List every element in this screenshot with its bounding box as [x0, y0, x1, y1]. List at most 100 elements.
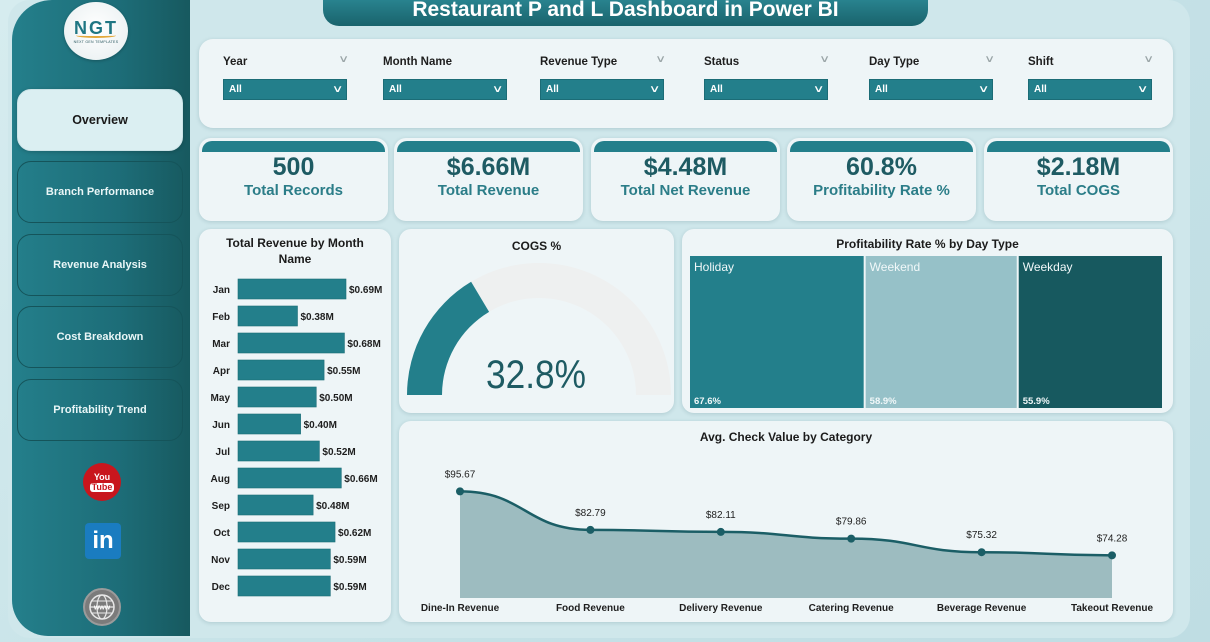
treemap-value-label: 67.6%	[694, 396, 721, 407]
bar-mar[interactable]	[237, 332, 345, 354]
data-point[interactable]	[977, 548, 986, 557]
bar-dec[interactable]	[237, 575, 331, 597]
nav-overview-button[interactable]: Overview	[17, 89, 183, 151]
data-label: $74.28	[1097, 533, 1128, 544]
avg-check-value-card: Avg. Check Value by Category $95.67 Dine-…	[399, 421, 1173, 622]
revenue-by-month-card: Total Revenue by Month Name Jan $0.69M Feb…	[199, 229, 391, 622]
kpi-value: $2.18M	[1036, 153, 1121, 181]
avg-check-value-chart: $95.67 Dine-In Revenue $82.79 Food Revenue $…	[421, 469, 1154, 614]
bar-data-label: $0.52M	[322, 447, 355, 458]
chevron-down-icon: ∨	[331, 84, 344, 95]
data-point[interactable]	[456, 487, 464, 496]
chevron-down-icon[interactable]: ∨	[1142, 54, 1154, 65]
bar-category-label: Jul	[216, 447, 231, 458]
bar-jul[interactable]	[237, 440, 320, 462]
bar-oct[interactable]	[237, 521, 336, 543]
bar-data-label: $0.48M	[316, 501, 349, 512]
filter-label: Status	[704, 56, 740, 68]
year-dropdown[interactable]: All ∨	[223, 79, 347, 100]
bar-data-label: $0.40M	[304, 420, 337, 431]
kpi-total-records: 500 Total Records	[199, 138, 388, 221]
chevron-down-icon[interactable]: ∨	[337, 54, 349, 65]
dropdown-value: All	[546, 84, 559, 95]
nav-label: Revenue Analysis	[53, 259, 147, 271]
month-name-dropdown[interactable]: All ∨	[383, 79, 507, 100]
chevron-down-icon: ∨	[648, 84, 661, 95]
data-point[interactable]	[716, 527, 725, 536]
logo-swoosh	[76, 33, 116, 38]
bar-category-label: Nov	[211, 555, 230, 566]
bar-feb[interactable]	[237, 305, 298, 327]
bar-nov[interactable]	[237, 548, 331, 570]
kpi-total-revenue: $6.66M Total Revenue	[394, 138, 583, 221]
bar-aug[interactable]	[237, 467, 342, 489]
data-point[interactable]	[586, 525, 595, 534]
bar-sep[interactable]	[237, 494, 314, 516]
kpi-label: Total Net Revenue	[620, 182, 751, 199]
x-axis-category-label: Takeout Revenue	[1071, 603, 1153, 614]
data-label: $95.67	[445, 469, 476, 480]
kpi-label: Total Records	[244, 182, 343, 199]
bar-category-label: Sep	[212, 501, 230, 512]
chevron-down-icon[interactable]: ∨	[654, 54, 666, 65]
linkedin-text: in	[92, 527, 114, 554]
youtube-you-text: You	[93, 471, 111, 482]
kpi-accent-bar	[202, 141, 385, 152]
nav-cost-breakdown-button[interactable]: Cost Breakdown	[17, 306, 183, 368]
page-title: Restaurant P and L Dashboard in Power BI	[323, 0, 928, 26]
bar-data-label: $0.50M	[319, 393, 352, 404]
filter-label: Day Type	[869, 56, 920, 68]
chevron-down-icon: ∨	[491, 84, 504, 95]
dropdown-value: All	[229, 84, 242, 95]
chart-title: Profitability Rate % by Day Type	[836, 237, 1019, 251]
bar-data-label: $0.62M	[338, 528, 371, 539]
status-dropdown[interactable]: All ∨	[704, 79, 828, 100]
filter-status: Status ∨ All ∨	[704, 54, 830, 100]
day-type-dropdown[interactable]: All ∨	[869, 79, 993, 100]
bar-category-label: Aug	[211, 474, 230, 485]
chevron-down-icon[interactable]: ∨	[818, 54, 830, 65]
bar-category-label: Oct	[213, 528, 230, 539]
kpi-total-net-revenue: $4.48M Total Net Revenue	[591, 138, 780, 221]
bar-category-label: Mar	[212, 339, 230, 350]
website-globe-icon[interactable]: www	[83, 588, 121, 626]
cogs-gauge: 32.8%	[407, 263, 671, 397]
kpi-total-cogs: $2.18M Total COGS	[984, 138, 1173, 221]
logo-subtitle: NEXT GEN TEMPLATES	[73, 39, 119, 44]
chevron-down-icon[interactable]: ∨	[983, 54, 995, 65]
data-point[interactable]	[847, 534, 856, 543]
nav-branch-performance-button[interactable]: Branch Performance	[17, 161, 183, 223]
globe-icon: www	[89, 594, 115, 620]
bar-category-label: Dec	[212, 582, 231, 593]
treemap-tile-holiday[interactable]	[690, 256, 864, 408]
bar-jan[interactable]	[237, 278, 347, 300]
youtube-icon[interactable]: You Tube	[83, 463, 121, 501]
treemap-tile-weekend[interactable]	[865, 256, 1017, 408]
bar-apr[interactable]	[237, 359, 325, 381]
ngt-logo: NGT NEXT GEN TEMPLATES	[64, 2, 128, 60]
gauge-fill	[407, 281, 490, 395]
kpi-value: 60.8%	[846, 153, 917, 181]
cogs-gauge-card: COGS % 32.8%	[399, 229, 674, 413]
bar-may[interactable]	[237, 386, 317, 408]
nav-revenue-analysis-button[interactable]: Revenue Analysis	[17, 234, 183, 296]
data-point[interactable]	[1108, 551, 1116, 560]
nav-label: Overview	[72, 113, 128, 127]
linkedin-icon[interactable]: in	[85, 523, 121, 559]
chart-title: Total Revenue by Month Name	[226, 236, 364, 266]
treemap-value-label: 58.9%	[870, 396, 897, 407]
kpi-value: $4.48M	[643, 153, 728, 181]
kpi-value: $6.66M	[446, 153, 531, 181]
filter-label: Revenue Type	[540, 56, 618, 68]
gauge-value-label: 32.8%	[486, 353, 586, 397]
bar-data-label: $0.55M	[327, 366, 360, 377]
dropdown-value: All	[875, 84, 888, 95]
bar-jun[interactable]	[237, 413, 301, 435]
bar-data-label: $0.69M	[349, 285, 382, 296]
bar-data-label: $0.59M	[333, 582, 366, 593]
shift-dropdown[interactable]: All ∨	[1028, 79, 1152, 100]
treemap-tile-weekday[interactable]	[1018, 256, 1162, 408]
nav-profitability-trend-button[interactable]: Profitability Trend	[17, 379, 183, 441]
chevron-down-icon: ∨	[1136, 84, 1149, 95]
revenue-type-dropdown[interactable]: All ∨	[540, 79, 664, 100]
